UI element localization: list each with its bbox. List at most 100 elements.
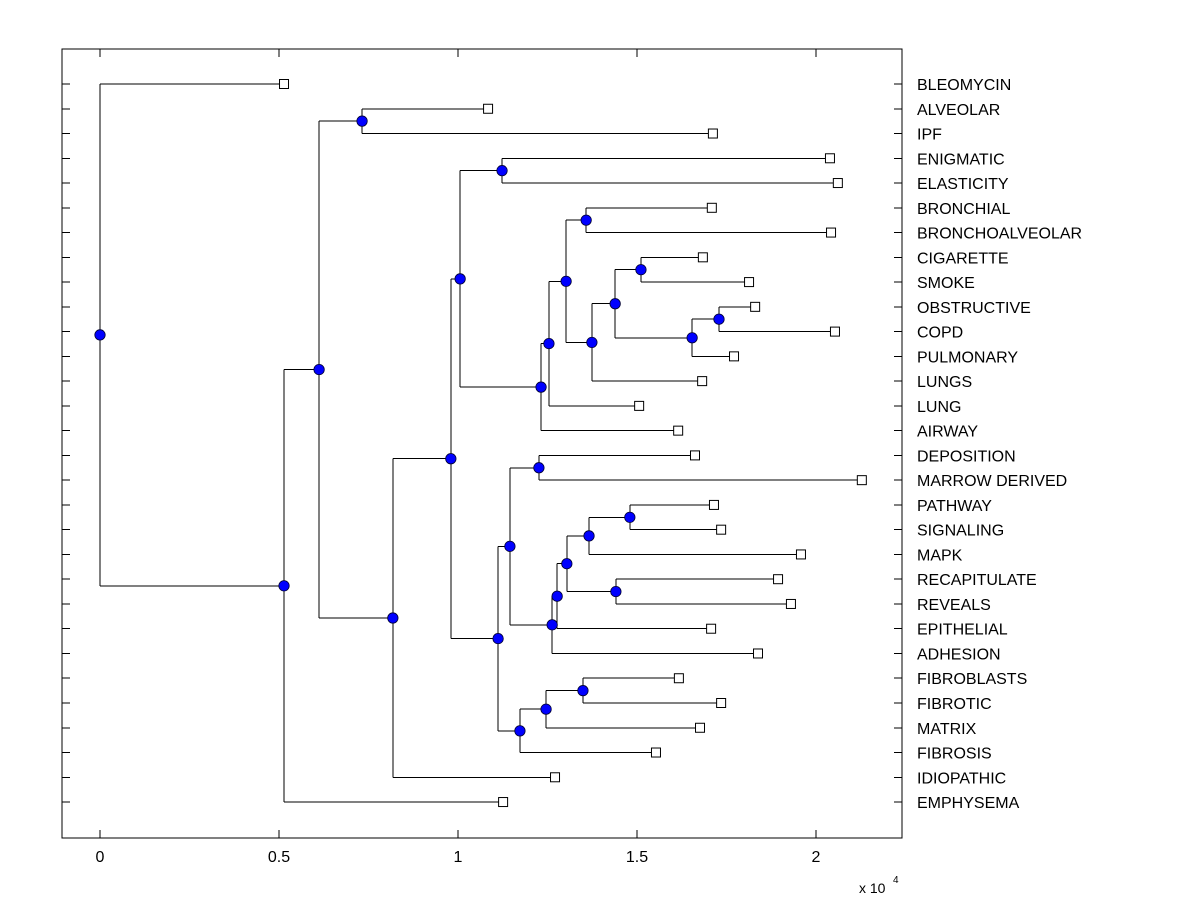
leaf-marker [550, 772, 561, 783]
internal-node-marker [387, 612, 399, 624]
leaf-marker [729, 351, 740, 362]
x-multiplier: x 10 4 [859, 875, 899, 896]
internal-node-marker [560, 275, 572, 287]
internal-node-marker [492, 632, 504, 645]
leaf-marker [498, 797, 509, 808]
internal-node-marker [624, 511, 636, 523]
leaf-label: FIBROBLASTS [917, 671, 1027, 688]
leaf-marker [744, 277, 755, 288]
leaf-label: OBSTRUCTIVE [917, 300, 1031, 317]
internal-node-marker [535, 381, 547, 393]
leaf-marker [706, 623, 717, 634]
leaf-label: COPD [917, 325, 963, 342]
internal-node-marker [496, 165, 508, 177]
leaf-marker [483, 103, 494, 114]
leaf-marker [832, 178, 843, 189]
leaf-label: LUNG [917, 399, 961, 416]
leaf-label: SIGNALING [917, 523, 1004, 540]
leaf-label: BRONCHIAL [917, 201, 1010, 218]
leaf-label: EPITHELIAL [917, 622, 1008, 639]
leaf-marker [785, 598, 796, 609]
x-tick-label: 0.5 [268, 849, 290, 866]
internal-node-marker [586, 336, 598, 349]
internal-node-marker [609, 298, 621, 310]
leaf-label: EMPHYSEMA [917, 795, 1020, 812]
internal-node-marker [580, 214, 592, 226]
internal-node-marker [686, 332, 698, 344]
leaf-label: LUNGS [917, 374, 972, 391]
leaf-label: DEPOSITION [917, 448, 1016, 465]
leaf-label: RECAPITULATE [917, 572, 1037, 589]
leaf-marker [856, 475, 867, 486]
leaf-label: ADHESION [917, 646, 1001, 663]
internal-node-marker [540, 703, 552, 715]
leaf-marker [697, 376, 708, 387]
leaf-marker [753, 648, 764, 659]
leaf-label: IDIOPATHIC [917, 770, 1006, 787]
leaf-label: MARROW DERIVED [917, 473, 1067, 490]
internal-node-marker [546, 619, 558, 631]
leaf-marker [634, 400, 645, 411]
leaf-label: BRONCHOALVEOLAR [917, 226, 1082, 243]
leaf-marker [750, 301, 761, 312]
x-tick-label: 2 [812, 849, 821, 866]
x-multiplier-label: x 10 [859, 880, 886, 896]
leaf-marker [773, 574, 784, 585]
internal-node-marker [551, 590, 563, 602]
axes-box [61, 48, 903, 839]
internal-node-marker [713, 313, 725, 325]
internal-node-marker [583, 530, 595, 542]
leaf-marker [706, 202, 717, 213]
internal-node-marker [577, 685, 589, 697]
leaf-marker [716, 698, 727, 708]
leaf-label: REVEALS [917, 597, 991, 614]
internal-node-marker [635, 264, 647, 276]
internal-node-marker [278, 580, 290, 592]
internal-node-marker [313, 363, 325, 376]
axes: 0 0.5 1 1.5 2 [61, 48, 903, 866]
leaf-label: FIBROTIC [917, 696, 992, 713]
x-tick-label: 0 [96, 849, 105, 866]
internal-node-marker [445, 453, 457, 465]
leaf-marker [689, 450, 700, 461]
internal-node-marker [504, 540, 516, 552]
leaf-label: ELASTICITY [917, 176, 1009, 193]
leaf-marker [707, 128, 718, 139]
leaf-label: FIBROSIS [917, 746, 992, 763]
leaf-marker [716, 524, 727, 535]
leaf-label: ALVEOLAR [917, 102, 1000, 119]
leaf-labels: BLEOMYCIN ALVEOLAR IPF ENIGMATIC ELASTICITY B… [917, 77, 1082, 812]
internal-node-marker [356, 115, 368, 127]
x-multiplier-exponent: 4 [893, 875, 899, 886]
leaf-label: ENIGMATIC [917, 151, 1005, 168]
leaf-marker [824, 153, 835, 164]
leaf-marker [826, 227, 837, 238]
leaf-marker [650, 747, 661, 758]
leaf-label: MATRIX [917, 721, 977, 738]
x-tick-label: 1.5 [626, 849, 648, 866]
leaf-marker [829, 326, 840, 337]
internal-node-marker [610, 585, 622, 598]
internal-node-marker [94, 329, 106, 341]
leaf-label: PULMONARY [917, 349, 1018, 366]
leaf-label: IPF [917, 127, 942, 144]
leaf-label: BLEOMYCIN [917, 77, 1011, 94]
leaf-marker [673, 673, 684, 684]
leaf-label: CIGARETTE [917, 250, 1009, 267]
leaf-marker [673, 425, 684, 436]
leaf-marker [279, 79, 290, 89]
leaf-label: PATHWAY [917, 498, 992, 515]
internal-node-marker [561, 558, 573, 570]
internal-node-marker [543, 337, 555, 350]
internal-node-marker [514, 725, 526, 737]
leaf-marker [795, 549, 806, 560]
internal-node-marker [454, 273, 466, 285]
dendrogram-markers [94, 79, 867, 808]
x-tick-label: 1 [454, 849, 463, 866]
internal-node-marker [533, 462, 545, 474]
leaf-label: AIRWAY [917, 424, 978, 441]
leaf-marker [708, 499, 719, 510]
leaf-label: SMOKE [917, 275, 975, 292]
